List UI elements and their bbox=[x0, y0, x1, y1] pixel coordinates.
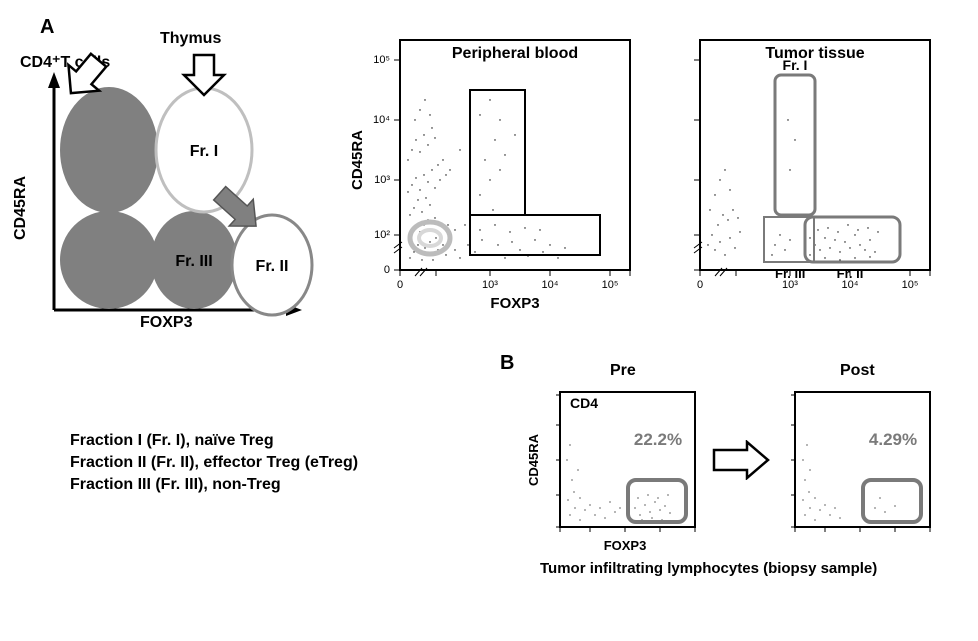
svg-text:Peripheral blood: Peripheral blood bbox=[452, 45, 578, 62]
svg-text:Tumor tissue: Tumor tissue bbox=[765, 45, 864, 62]
svg-text:CD45RA: CD45RA bbox=[349, 130, 366, 190]
svg-text:10²: 10² bbox=[374, 229, 390, 241]
svg-text:10⁴: 10⁴ bbox=[542, 279, 559, 291]
legend-line2: Fraction II (Fr. II), effector Treg (eTr… bbox=[70, 452, 358, 474]
panel-b-caption: Tumor infiltrating lymphocytes (biopsy s… bbox=[540, 560, 877, 577]
svg-text:10⁵: 10⁵ bbox=[373, 54, 390, 66]
svg-text:Fr. I: Fr. I bbox=[783, 57, 808, 73]
legend-line3: Fraction III (Fr. III), non-Treg bbox=[70, 474, 358, 496]
svg-text:Fr. II: Fr. II bbox=[837, 266, 864, 281]
panel-a-diagram: Fr. I Fr. II Fr. III bbox=[14, 40, 314, 350]
svg-text:10⁴: 10⁴ bbox=[373, 114, 390, 126]
scatter-peripheral-blood: Peripheral blood 0 10³ 10⁴ 1 bbox=[340, 20, 650, 320]
arrow-icon bbox=[712, 440, 772, 480]
legend-line1: Fraction I (Fr. I), naïve Treg bbox=[70, 430, 358, 452]
svg-text:Fr. III: Fr. III bbox=[175, 253, 212, 270]
svg-text:10⁵: 10⁵ bbox=[602, 279, 619, 291]
svg-text:0: 0 bbox=[397, 279, 403, 291]
svg-text:FOXP3: FOXP3 bbox=[604, 538, 647, 553]
diagram-y-axis-label: CD45RA bbox=[12, 176, 30, 240]
scatter-tumor-tissue: Tumor tissue 0 10³ 10⁴ 10⁵ bbox=[660, 20, 960, 320]
svg-text:22.2%: 22.2% bbox=[634, 430, 682, 449]
svg-text:10³: 10³ bbox=[374, 174, 390, 186]
diagram-x-axis-label: FOXP3 bbox=[140, 314, 192, 332]
pre-label: Pre bbox=[610, 362, 636, 380]
svg-text:CD45RA: CD45RA bbox=[526, 433, 541, 486]
svg-text:Fr. III: Fr. III bbox=[775, 266, 805, 281]
scatter-pre: CD4 bbox=[520, 380, 710, 570]
svg-text:Fr. I: Fr. I bbox=[190, 143, 218, 160]
svg-text:0: 0 bbox=[697, 279, 703, 291]
panel-b-label: B bbox=[500, 352, 514, 375]
fraction-legend: Fraction I (Fr. I), naïve Treg Fraction … bbox=[70, 430, 358, 496]
svg-text:10⁵: 10⁵ bbox=[902, 279, 919, 291]
svg-text:Fr. II: Fr. II bbox=[256, 258, 289, 275]
post-label: Post bbox=[840, 362, 875, 380]
svg-text:4.29%: 4.29% bbox=[869, 430, 917, 449]
svg-text:CD4: CD4 bbox=[570, 395, 598, 411]
svg-text:0: 0 bbox=[384, 264, 390, 276]
panel-a-label: A bbox=[40, 16, 54, 39]
scatter-post: 4.29% bbox=[775, 380, 955, 570]
svg-text:10³: 10³ bbox=[482, 279, 498, 291]
svg-text:FOXP3: FOXP3 bbox=[490, 295, 539, 312]
